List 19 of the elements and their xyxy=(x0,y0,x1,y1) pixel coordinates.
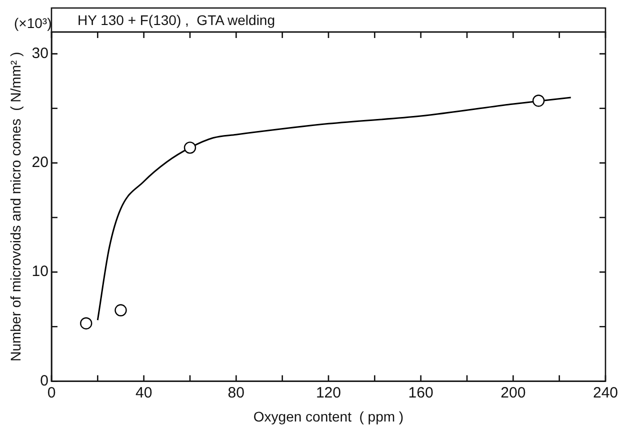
text: (×10³) xyxy=(14,14,52,31)
x-tick-label: 160 xyxy=(408,384,434,402)
point xyxy=(80,317,92,330)
y-tick-label: 0 xyxy=(40,372,48,390)
point xyxy=(532,94,545,107)
point xyxy=(114,304,127,316)
line-series xyxy=(96,96,572,321)
chart-title: HY 130 + F(130) , GTA welding xyxy=(77,12,276,28)
x-axis-title: Oxygen content ( ppm ) xyxy=(253,408,404,424)
x-tick-label: 240 xyxy=(592,384,618,402)
point xyxy=(184,142,196,154)
x-tick-label: 40 xyxy=(135,384,152,402)
x-tick-label: 80 xyxy=(228,384,244,402)
y-axis-title: Number of microvoids and micro cones ( N/mm² ) xyxy=(7,52,24,362)
y-tick-label: 20 xyxy=(32,154,48,172)
x-tick-label: 120 xyxy=(316,384,341,402)
y-tick-label: 10 xyxy=(32,263,48,280)
x-tick-label: 200 xyxy=(500,384,526,402)
y-tick-label: 30 xyxy=(32,44,48,62)
